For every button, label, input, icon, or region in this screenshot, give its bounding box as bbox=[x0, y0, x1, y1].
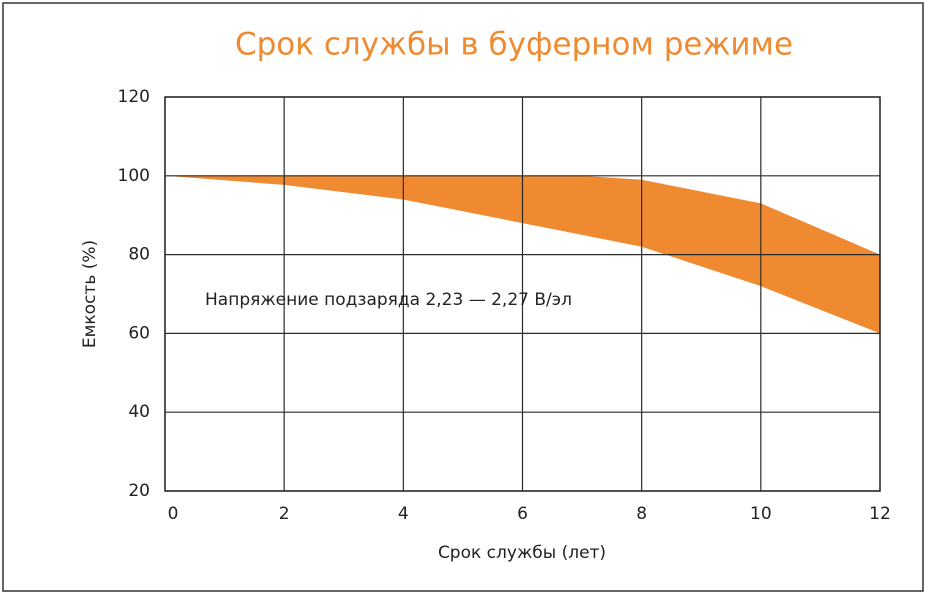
x-tick-label: 6 bbox=[517, 504, 528, 524]
y-tick-label: 80 bbox=[128, 245, 150, 265]
y-tick-label: 120 bbox=[118, 87, 150, 107]
x-axis-label: Срок службы (лет) bbox=[438, 543, 606, 563]
x-tick-label: 8 bbox=[636, 504, 647, 524]
y-tick-label: 100 bbox=[118, 166, 150, 186]
y-tick-label: 20 bbox=[128, 481, 150, 501]
capacity-band bbox=[165, 175, 880, 334]
x-tick-label: 10 bbox=[750, 504, 772, 524]
chart-title: Срок службы в буферном режиме bbox=[235, 27, 793, 63]
plot-frame bbox=[164, 96, 881, 492]
x-tick-label: 12 bbox=[869, 504, 891, 524]
x-tick-label: 4 bbox=[398, 504, 409, 524]
x-tick-label: 2 bbox=[279, 504, 290, 524]
x-tick-label: 0 bbox=[168, 504, 179, 524]
y-tick-label: 40 bbox=[128, 402, 150, 422]
y-tick-label: 60 bbox=[128, 323, 150, 343]
y-axis-label: Емкость (%) bbox=[80, 240, 100, 348]
annotation: Напряжение подзаряда 2,23 — 2,27 В/эл bbox=[205, 290, 572, 310]
